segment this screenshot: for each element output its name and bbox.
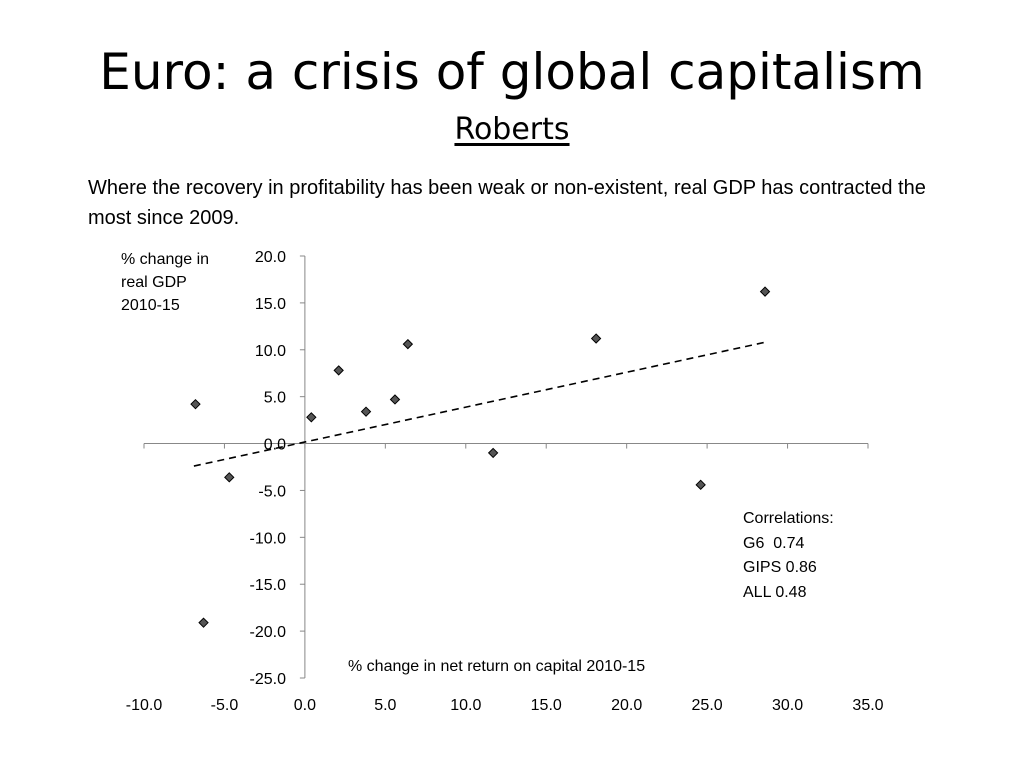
y-tick-label: 15.0 [255,296,286,313]
trendline-group [193,341,766,467]
y-tick-label: 5.0 [264,390,286,407]
y-tick-label: -15.0 [250,577,287,594]
y-tick-label: -20.0 [250,624,287,641]
x-tick-label: -5.0 [211,697,239,714]
data-point [695,479,706,491]
correlation-all: ALL 0.48 [743,583,807,601]
y-tick-label: 20.0 [255,249,286,266]
data-point [190,398,201,410]
chart-axes [143,255,869,679]
x-tick-label: -10.0 [126,697,163,714]
data-point [487,447,499,459]
correlations-box: Correlations: G6 0.74 GIPS 0.86 ALL 0.48 [743,507,834,605]
data-points [190,286,771,628]
correlation-gips: GIPS 0.86 [743,559,817,576]
y-tick-label: -25.0 [250,671,287,688]
data-point [306,412,317,423]
data-point [402,338,414,350]
y-tick-label: 0.0 [264,437,286,454]
data-point [198,617,209,628]
data-point [333,365,344,376]
x-tick-label: 20.0 [611,697,642,714]
correlation-g6: G6 0.74 [743,534,805,552]
data-point [360,406,372,417]
tick-labels: -10.0 -5.0 0.0 5.0 10.0 15.0 20.0 25.0 30.0 35.0 2… [126,249,884,714]
data-point [224,472,235,483]
correlations-heading: Correlations: [743,510,834,527]
data-point [389,394,401,405]
x-tick-label: 10.0 [450,697,481,714]
data-point [759,286,771,297]
x-tick-label: 30.0 [772,697,803,714]
y-axis-title: % change in real GDP 2010-15 [121,251,210,314]
x-tick-label: 25.0 [692,697,723,714]
y-tick-label: 10.0 [255,343,286,360]
x-tick-label: 5.0 [374,697,396,714]
x-tick-label: 15.0 [531,697,562,714]
y-tick-label: -10.0 [250,530,287,547]
y-tick-label: -5.0 [258,483,286,500]
trendline [193,341,766,467]
x-tick-label: 35.0 [852,697,883,714]
data-point [590,333,602,344]
x-axis-title: % change in net return on capital 2010-1… [348,658,646,675]
slide-title: Euro: a crisis of global capitalism [99,43,925,101]
x-tick-label: 0.0 [294,697,316,714]
slide-description: Where the recovery in profitability has … [88,177,926,229]
slide-subtitle: Roberts [454,112,570,147]
